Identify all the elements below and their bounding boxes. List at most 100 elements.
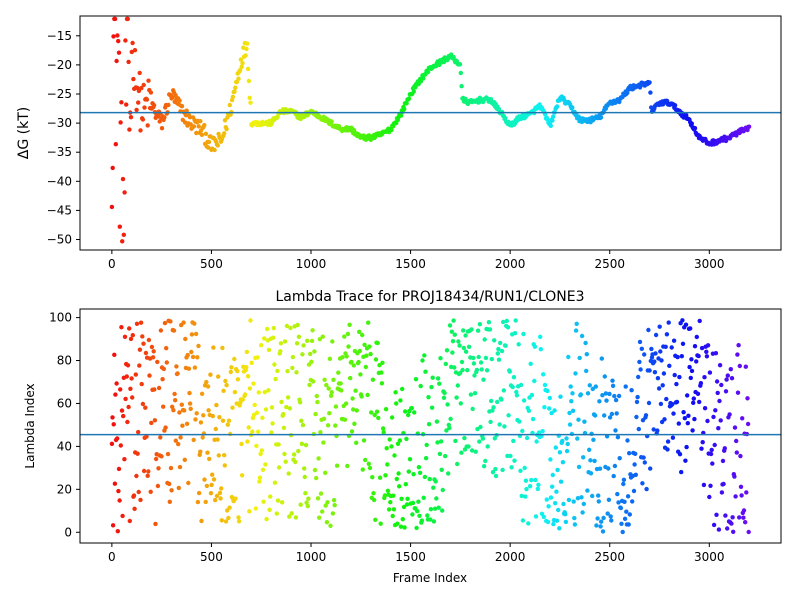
lambda-trace-point (148, 489, 153, 494)
delta-g-point (124, 102, 129, 107)
lambda-trace-point (735, 352, 740, 357)
lambda-trace-point (115, 436, 120, 441)
lambda-trace-point (423, 456, 429, 461)
lambda-trace-point (207, 456, 212, 462)
lambda-trace-point (435, 376, 441, 381)
lambda-trace-point (417, 470, 423, 475)
lambda-trace-point (632, 462, 637, 467)
lambda-trace-point (584, 368, 589, 374)
lambda-trace-point (455, 461, 460, 467)
lambda-trace-point (573, 371, 578, 376)
lambda-trace-point (262, 336, 267, 341)
lambda-trace-point (367, 465, 373, 471)
lambda-trace-point (501, 388, 506, 393)
delta-g-point (212, 147, 217, 153)
lambda-trace-x-tick-label: 2000 (495, 550, 526, 564)
lambda-trace-point (372, 412, 377, 418)
lambda-trace-point (262, 389, 267, 395)
lambda-trace-point (205, 450, 210, 455)
lambda-trace-point (392, 453, 397, 458)
delta-g-point (162, 115, 167, 120)
lambda-trace-point (619, 521, 624, 526)
lambda-trace-point (453, 438, 458, 444)
delta-g-point (183, 113, 189, 118)
delta-g-point (146, 78, 151, 83)
delta-g-point (555, 104, 560, 109)
lambda-trace-point (489, 398, 494, 404)
lambda-trace-point (443, 453, 448, 459)
lambda-trace-point (385, 462, 390, 467)
lambda-trace-point (456, 339, 461, 344)
lambda-trace-point (302, 466, 307, 471)
delta-g-point (136, 100, 141, 105)
lambda-trace-point (627, 451, 632, 456)
lambda-trace-point (252, 402, 257, 408)
lambda-trace-point (522, 465, 527, 471)
lambda-trace-point (523, 494, 528, 499)
lambda-trace-point (170, 404, 175, 409)
delta-g-plot-frame (79, 15, 782, 251)
lambda-trace-point (152, 387, 157, 392)
lambda-trace-point (430, 375, 435, 380)
lambda-trace-point (602, 374, 607, 379)
lambda-trace-point (344, 354, 349, 359)
lambda-trace-point (202, 477, 207, 482)
lambda-trace-point (377, 475, 383, 480)
lambda-trace-point (213, 497, 218, 503)
lambda-trace-y-tick-label: 100 (49, 311, 72, 325)
lambda-trace-point (220, 418, 226, 423)
lambda-trace-point (342, 417, 348, 422)
lambda-trace-point (725, 373, 730, 378)
lambda-trace-point (302, 474, 307, 480)
lambda-trace-point (669, 345, 674, 350)
lambda-trace-point (312, 349, 317, 354)
lambda-trace-point (223, 378, 228, 384)
lambda-trace-point (571, 499, 576, 504)
lambda-trace-point (610, 383, 616, 388)
lambda-trace-point (356, 359, 361, 365)
lambda-trace-point (478, 424, 483, 430)
lambda-trace-point (623, 384, 628, 389)
lambda-trace-point (416, 465, 422, 470)
lambda-trace-point (630, 499, 635, 504)
lambda-trace-point (688, 375, 693, 381)
lambda-trace-point (674, 399, 680, 405)
lambda-trace-point (346, 344, 351, 349)
lambda-trace-point (364, 353, 369, 358)
delta-g-point (548, 123, 553, 128)
lambda-trace-point (363, 364, 368, 370)
lambda-trace-point (603, 391, 609, 396)
lambda-trace-point (127, 518, 132, 524)
lambda-trace-point (318, 491, 324, 496)
lambda-trace-point (549, 410, 554, 416)
lambda-trace-point (477, 322, 483, 327)
lambda-trace-point (179, 402, 184, 407)
lambda-trace-point (553, 445, 558, 450)
lambda-trace-point (517, 419, 522, 424)
lambda-trace-point (204, 379, 209, 385)
lambda-trace-point (554, 518, 560, 523)
lambda-trace-point (275, 498, 281, 503)
lambda-trace-point (193, 331, 199, 337)
lambda-trace-point (245, 439, 250, 444)
delta-g-point (127, 127, 132, 132)
lambda-trace-point (608, 514, 613, 519)
lambda-trace-point (140, 401, 146, 407)
lambda-trace-point (680, 318, 685, 323)
lambda-trace-point (677, 374, 682, 380)
lambda-trace-point (719, 382, 724, 388)
lambda-trace-point (119, 325, 124, 330)
lambda-trace-point (169, 488, 174, 493)
lambda-trace-point (398, 398, 403, 403)
lambda-trace-point (474, 367, 480, 373)
lambda-trace-point (126, 404, 131, 410)
lambda-trace-points (109, 318, 751, 535)
lambda-trace-point (257, 475, 263, 480)
lambda-trace-point (210, 413, 215, 419)
lambda-trace-point (697, 399, 702, 405)
lambda-trace-point (396, 471, 401, 476)
lambda-trace-point (461, 328, 466, 333)
lambda-trace-point (685, 393, 690, 398)
lambda-trace-point (440, 487, 445, 493)
lambda-trace-point (349, 359, 354, 365)
